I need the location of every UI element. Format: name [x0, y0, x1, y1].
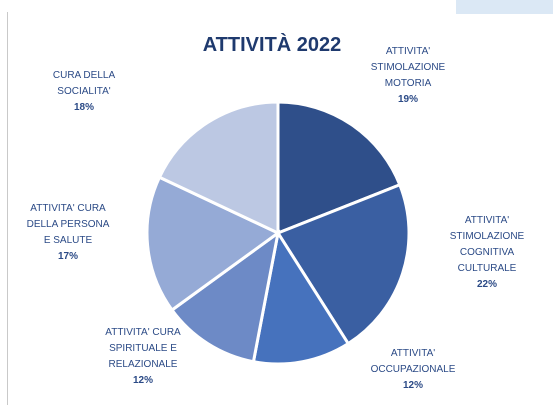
slice-label-line: SPIRITUALE E	[109, 343, 177, 354]
slice-label-line: ATTIVITA'	[386, 46, 430, 57]
slice-label-1: ATTIVITA' STIMOLAZIONE MOTORIA 19%	[371, 46, 446, 105]
slice-label-line: CURA DELLA	[53, 70, 116, 81]
slice-label-3: ATTIVITA' OCCUPAZIONALE 12%	[371, 348, 456, 391]
slice-label-line: SOCIALITA'	[57, 86, 110, 97]
pie-slice-1	[276, 100, 402, 236]
slice-label-line: E SALUTE	[44, 235, 93, 246]
slice-label-6: CURA DELLA SOCIALITA' 18%	[53, 70, 116, 113]
slice-label-line: COGNITIVA	[460, 247, 515, 258]
slice-label-line: STIMOLAZIONE	[371, 62, 446, 73]
slice-label-line: ATTIVITA' CURA	[105, 327, 181, 338]
corner-tab	[456, 0, 553, 14]
pie-slice-2	[275, 182, 411, 346]
slice-label-line: ATTIVITA'	[465, 215, 509, 226]
slice-label-line: DELLA PERSONA	[27, 219, 110, 230]
slice-label-line: ATTIVITA' CURA	[30, 203, 106, 214]
slice-percent-6: 18%	[74, 102, 94, 113]
slice-label-line: STIMOLAZIONE	[450, 231, 525, 242]
slice-label-4: ATTIVITA' CURA SPIRITUALE E RELAZIONALE 12%	[105, 327, 181, 386]
slice-label-2: ATTIVITA' STIMOLAZIONE COGNITIVA CULTURALE 2…	[450, 215, 525, 290]
pie-slice-6	[157, 100, 280, 236]
chart-title: ATTIVITÀ 2022	[203, 33, 342, 56]
slice-label-line: CULTURALE	[458, 263, 517, 274]
slice-label-line: ATTIVITA'	[391, 348, 435, 359]
slice-percent-3: 12%	[403, 380, 423, 391]
left-border	[7, 12, 8, 405]
pie-slice-3	[251, 228, 351, 366]
slice-percent-1: 19%	[398, 94, 418, 105]
pie-slice-4	[169, 229, 281, 364]
slice-percent-2: 22%	[477, 279, 497, 290]
slice-label-5: ATTIVITA' CURA DELLA PERSONA E SALUTE 17%	[27, 203, 110, 262]
slice-percent-4: 12%	[133, 375, 153, 386]
slice-percent-5: 17%	[58, 251, 78, 262]
slice-label-line: OCCUPAZIONALE	[371, 364, 456, 375]
pie-slice-5	[145, 175, 281, 313]
slice-label-line: RELAZIONALE	[109, 359, 178, 370]
slice-label-line: MOTORIA	[385, 78, 432, 89]
